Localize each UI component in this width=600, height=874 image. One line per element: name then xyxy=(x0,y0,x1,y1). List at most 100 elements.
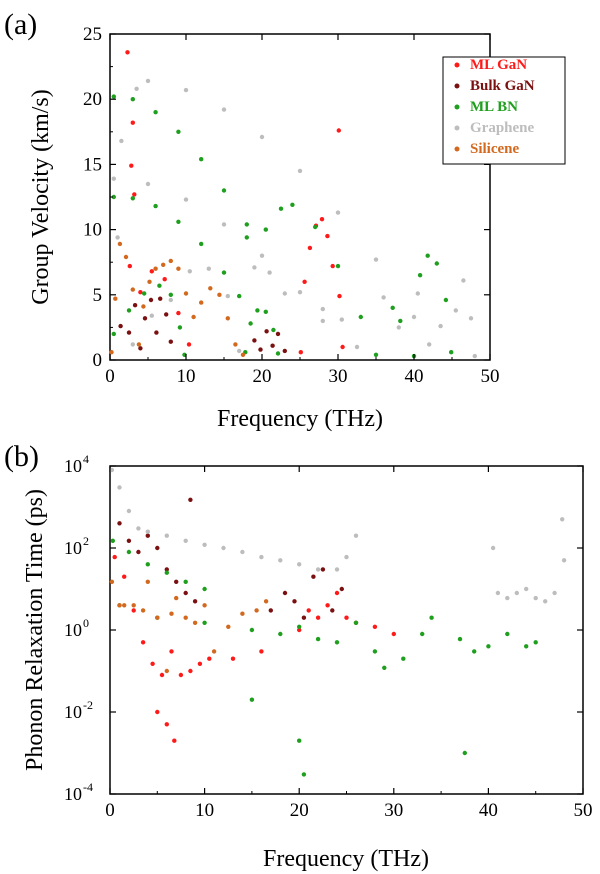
x-tick-label: 0 xyxy=(105,800,115,821)
data-point xyxy=(505,631,510,637)
data-point xyxy=(297,562,302,567)
data-point xyxy=(117,603,122,608)
data-point xyxy=(145,78,151,84)
data-point xyxy=(270,343,275,348)
data-point xyxy=(415,291,420,296)
legend-marker xyxy=(454,146,460,152)
data-point xyxy=(391,631,396,637)
data-point xyxy=(438,323,443,329)
series-ml-bn xyxy=(111,94,454,359)
x-axis-title: Frequency (THz) xyxy=(217,406,383,432)
data-point xyxy=(457,636,463,642)
plot-frame xyxy=(109,33,491,361)
y-tick-label-exponent: 4 xyxy=(83,452,89,466)
data-point xyxy=(240,549,245,555)
data-point xyxy=(119,138,124,144)
series-silicene xyxy=(109,579,269,674)
data-point xyxy=(263,227,268,232)
data-point xyxy=(164,533,169,538)
data-point xyxy=(197,661,203,666)
data-point xyxy=(122,603,127,608)
x-tick-label: 0 xyxy=(105,366,115,387)
data-point xyxy=(255,308,260,313)
data-point xyxy=(145,579,150,584)
data-point xyxy=(552,590,557,596)
data-point xyxy=(130,120,135,125)
data-point xyxy=(325,603,330,608)
data-point xyxy=(130,287,135,292)
data-point xyxy=(514,590,519,596)
legend-label: Graphene xyxy=(470,120,535,136)
y-tick-label-exponent: -4 xyxy=(83,780,93,794)
data-point xyxy=(199,300,204,305)
data-point xyxy=(202,620,207,625)
data-point xyxy=(140,608,146,613)
data-point xyxy=(330,608,335,613)
data-point xyxy=(126,549,132,555)
x-tick-label: 50 xyxy=(574,800,593,821)
data-point xyxy=(164,722,169,727)
data-point xyxy=(176,219,181,224)
data-point xyxy=(188,497,193,502)
data-point xyxy=(192,620,198,625)
data-point xyxy=(244,222,249,227)
data-point xyxy=(252,265,257,270)
data-point xyxy=(221,188,227,193)
data-point xyxy=(164,312,169,317)
data-point xyxy=(334,640,340,645)
data-point xyxy=(155,709,160,715)
data-point xyxy=(117,521,122,526)
data-point xyxy=(524,586,529,592)
data-point xyxy=(117,241,123,247)
data-point xyxy=(199,241,204,247)
data-point xyxy=(453,308,458,313)
data-point xyxy=(225,293,230,299)
data-point xyxy=(278,631,283,637)
data-point xyxy=(164,668,169,674)
data-point xyxy=(202,542,207,547)
data-point xyxy=(126,308,132,313)
data-point xyxy=(320,306,325,312)
data-point xyxy=(335,263,341,269)
data-point xyxy=(149,313,154,318)
data-point xyxy=(263,309,268,314)
data-point xyxy=(319,217,325,222)
data-point xyxy=(123,254,129,260)
data-point xyxy=(353,620,359,625)
data-point xyxy=(373,352,379,357)
y-tick-label: 25 xyxy=(83,24,102,45)
y-tick-label-exponent: 2 xyxy=(83,534,89,548)
x-axis-ticks: 0 10 20 30 40 50 xyxy=(105,34,500,387)
y-tick-label: 20 xyxy=(83,89,102,110)
x-axis-ticks: 0 10 20 30 40 50 xyxy=(105,466,593,821)
data-point xyxy=(315,615,321,620)
data-point xyxy=(127,263,132,269)
data-point xyxy=(172,738,177,743)
data-point xyxy=(130,97,135,102)
data-point xyxy=(138,290,143,295)
y-tick-label: 10 xyxy=(64,456,82,476)
data-point xyxy=(168,292,173,297)
data-point xyxy=(248,321,253,326)
data-point xyxy=(126,508,132,514)
data-point xyxy=(311,574,316,579)
data-point xyxy=(267,270,272,275)
y-tick-label: 10 xyxy=(83,220,102,241)
data-marks xyxy=(109,50,477,359)
data-point xyxy=(136,526,141,531)
data-point xyxy=(140,640,146,645)
data-point xyxy=(259,554,264,560)
data-point xyxy=(449,350,454,355)
data-point xyxy=(183,590,188,596)
data-point xyxy=(495,590,501,596)
data-point xyxy=(131,603,136,608)
data-point xyxy=(401,656,406,661)
data-point xyxy=(434,261,439,266)
data-point xyxy=(339,317,344,322)
data-point xyxy=(153,266,158,271)
data-point xyxy=(176,266,181,271)
data-point xyxy=(162,277,167,282)
legend-marker xyxy=(454,83,460,89)
